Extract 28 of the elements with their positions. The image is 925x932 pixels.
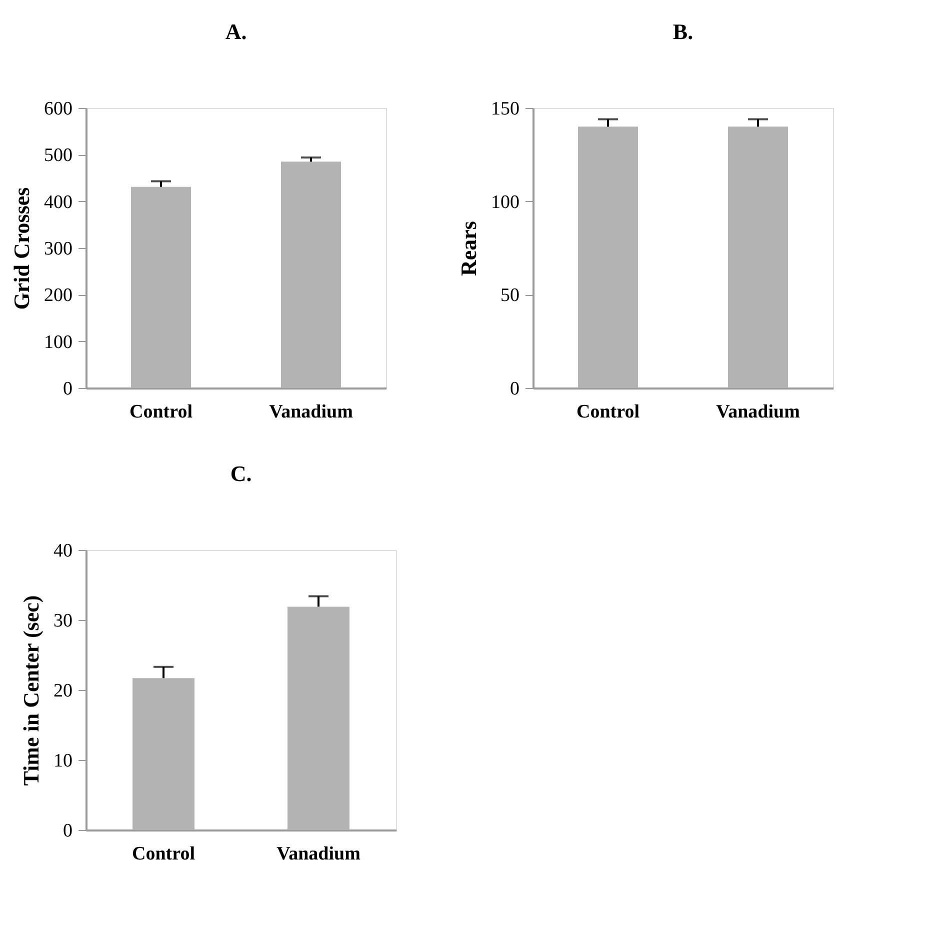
y-tick-label: 600 [44, 98, 72, 120]
y-axis-title: Rears [456, 220, 481, 276]
y-tick-label: 40 [54, 540, 72, 562]
x-tick-label: Control [130, 402, 192, 422]
y-tick-label: 200 [44, 285, 72, 306]
y-tick-label: 10 [54, 750, 72, 772]
x-tick-label: Control [576, 402, 640, 422]
y-axis-title: Time in Center (sec) [18, 595, 44, 786]
y-tick-label: 0 [63, 820, 72, 842]
x-tick-label: Vanadium [269, 402, 354, 422]
chart-title: C. [230, 461, 252, 486]
y-tick-label: 20 [54, 680, 72, 702]
y-tick-label: 100 [44, 332, 72, 353]
y-tick-label: 150 [491, 98, 520, 120]
y-tick-label: 30 [54, 610, 72, 632]
y-tick-label: 300 [44, 238, 72, 260]
y-tick-label: 500 [44, 145, 72, 166]
x-tick-label: Control [132, 844, 195, 864]
y-tick-label: 0 [510, 378, 520, 400]
y-tick-label: 0 [63, 378, 72, 400]
chart-title: B. [672, 19, 694, 44]
y-tick-label: 50 [500, 285, 520, 306]
y-axis-title: Grid Crosses [9, 186, 34, 310]
x-tick-label: Vanadium [276, 844, 361, 864]
y-tick-label: 400 [44, 192, 72, 213]
y-tick-label: 100 [491, 192, 520, 213]
x-tick-label: Vanadium [716, 402, 800, 422]
chart-title: A. [225, 19, 247, 44]
